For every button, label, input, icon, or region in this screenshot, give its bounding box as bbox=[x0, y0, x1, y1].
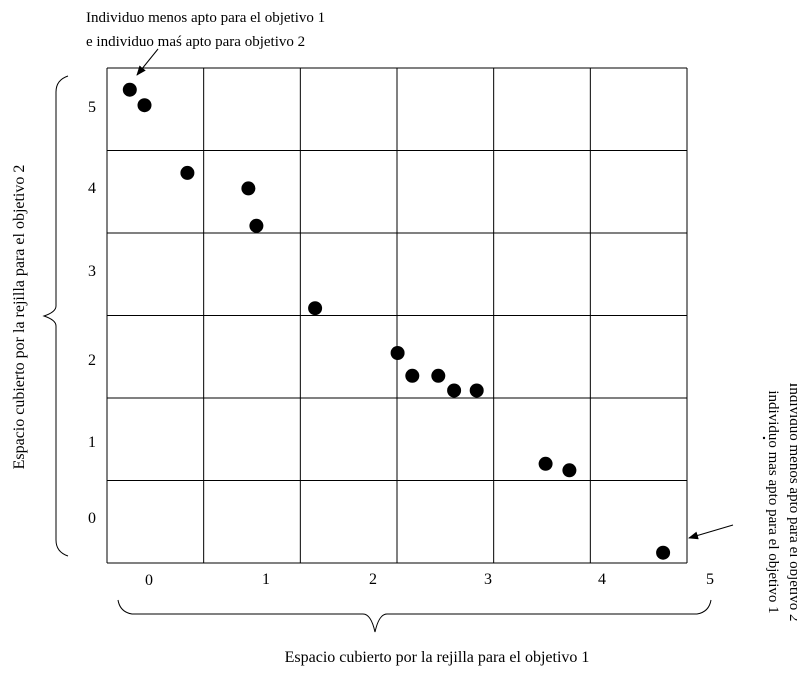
x-axis-ticks: 0 1 2 3 4 5 bbox=[145, 571, 714, 589]
annotation-right-line2: individuo mas apto para el objetivo 1 bbox=[765, 390, 781, 613]
annotation-top-left-arrow bbox=[136, 48, 159, 76]
data-point bbox=[405, 368, 420, 383]
y-tick-label: 4 bbox=[88, 180, 96, 197]
data-point bbox=[122, 82, 137, 97]
x-tick-label: 1 bbox=[262, 571, 270, 588]
y-axis-brace bbox=[42, 75, 69, 557]
y-axis-ticks: 5 4 3 2 1 0 bbox=[88, 99, 96, 527]
x-tick-label: 3 bbox=[484, 571, 492, 588]
data-point bbox=[241, 181, 256, 196]
data-point bbox=[308, 301, 323, 316]
x-tick-label: 4 bbox=[598, 571, 606, 588]
data-point bbox=[656, 545, 671, 560]
y-tick-label: 5 bbox=[88, 99, 96, 116]
annotation-right-line1: Individuo menos apto para el objetivo 2 bbox=[786, 382, 797, 621]
x-tick-label: 2 bbox=[369, 571, 377, 588]
data-point bbox=[249, 218, 264, 233]
annotation-right-arrow bbox=[688, 524, 734, 540]
data-point bbox=[562, 463, 577, 478]
accent-dot bbox=[762, 436, 766, 440]
annotation-top-left-line1: Individuo menos apto para el objetivo 1 bbox=[86, 10, 325, 26]
data-point bbox=[538, 456, 553, 471]
grid bbox=[106, 67, 688, 564]
data-point bbox=[469, 383, 484, 398]
y-tick-label: 2 bbox=[88, 352, 96, 369]
x-tick-label: 5 bbox=[706, 571, 714, 588]
x-axis-brace bbox=[117, 599, 712, 633]
x-tick-label: 0 bbox=[145, 572, 153, 589]
data-point bbox=[431, 368, 446, 383]
data-point bbox=[447, 383, 462, 398]
x-axis-label: Espacio cubierto por la rejilla para el … bbox=[285, 649, 590, 666]
annotation-top-left-line2: e individuo maś apto para objetivo 2 bbox=[86, 34, 305, 50]
y-tick-label: 3 bbox=[88, 263, 96, 280]
y-tick-label: 1 bbox=[88, 434, 96, 451]
y-axis-label: Espacio cubierto por la rejilla para el … bbox=[11, 165, 28, 470]
data-point bbox=[137, 98, 152, 113]
data-point bbox=[180, 165, 195, 180]
y-tick-label: 0 bbox=[88, 510, 96, 527]
data-point bbox=[390, 346, 405, 360]
data-points bbox=[122, 82, 671, 560]
